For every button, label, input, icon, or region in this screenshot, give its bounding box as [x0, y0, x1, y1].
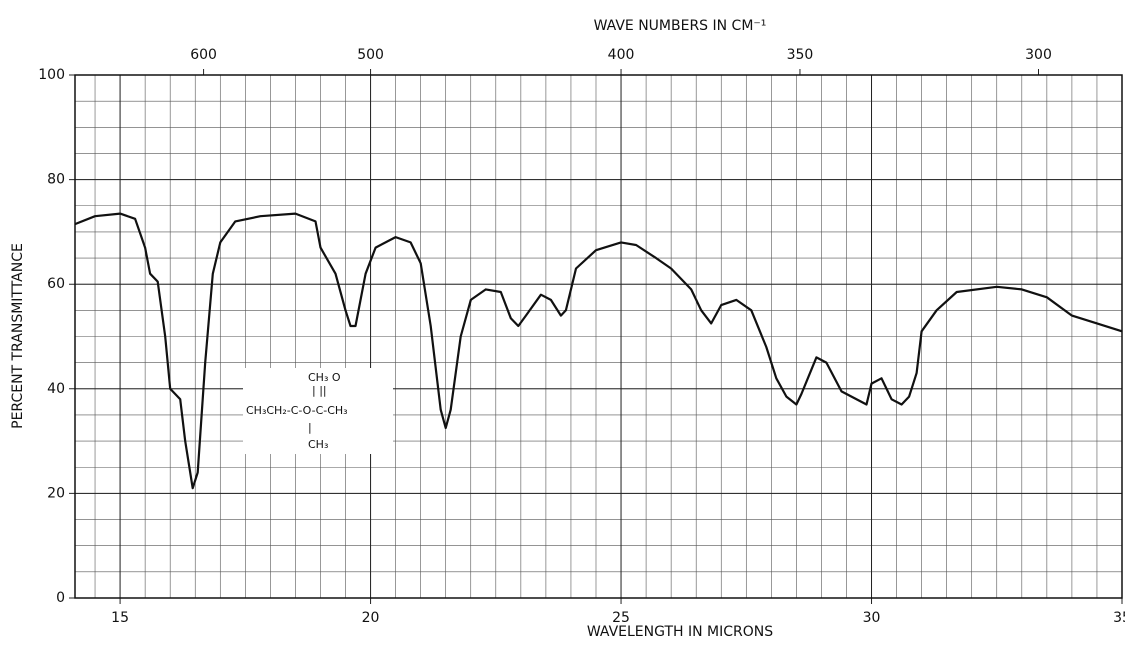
x-tick-label: 20 — [362, 610, 380, 626]
y-axis-label: PERCENT TRANSMITTANCE — [10, 243, 26, 429]
x-tick-label: 25 — [612, 610, 630, 626]
top-tick-label: 300 — [1025, 47, 1052, 63]
x-tick-label: 15 — [111, 610, 129, 626]
y-tick-label: 0 — [56, 590, 65, 606]
spectrum-line — [74, 212, 1123, 490]
structure-formula: CH₃ O — [308, 371, 341, 384]
x-axis-label: WAVELENGTH IN MICRONS — [587, 624, 773, 640]
x-tick-label: 35 — [1113, 610, 1125, 626]
y-tick-label: 20 — [47, 485, 65, 501]
y-tick-label: 80 — [47, 172, 65, 188]
plot-frame — [74, 74, 1123, 599]
top-tick-label: 500 — [357, 47, 384, 63]
structure-formula: CH₃CH₂-C-O-C-CH₃ — [246, 404, 348, 417]
y-tick-label: 40 — [47, 381, 65, 397]
y-tick-label: 100 — [38, 67, 65, 83]
structure-formula: | || — [312, 384, 327, 397]
y-tick-label: 60 — [47, 276, 65, 292]
top-tick-label: 400 — [608, 47, 635, 63]
x-tick-label: 30 — [863, 610, 881, 626]
structure-formula: | — [308, 421, 312, 434]
top-tick-label: 350 — [787, 47, 814, 63]
structure-formula: CH₃ — [308, 438, 328, 451]
annotation-background — [243, 368, 393, 454]
top-tick-label: 600 — [190, 47, 217, 63]
top-axis-title: WAVE NUMBERS IN CM⁻¹ — [594, 18, 767, 34]
